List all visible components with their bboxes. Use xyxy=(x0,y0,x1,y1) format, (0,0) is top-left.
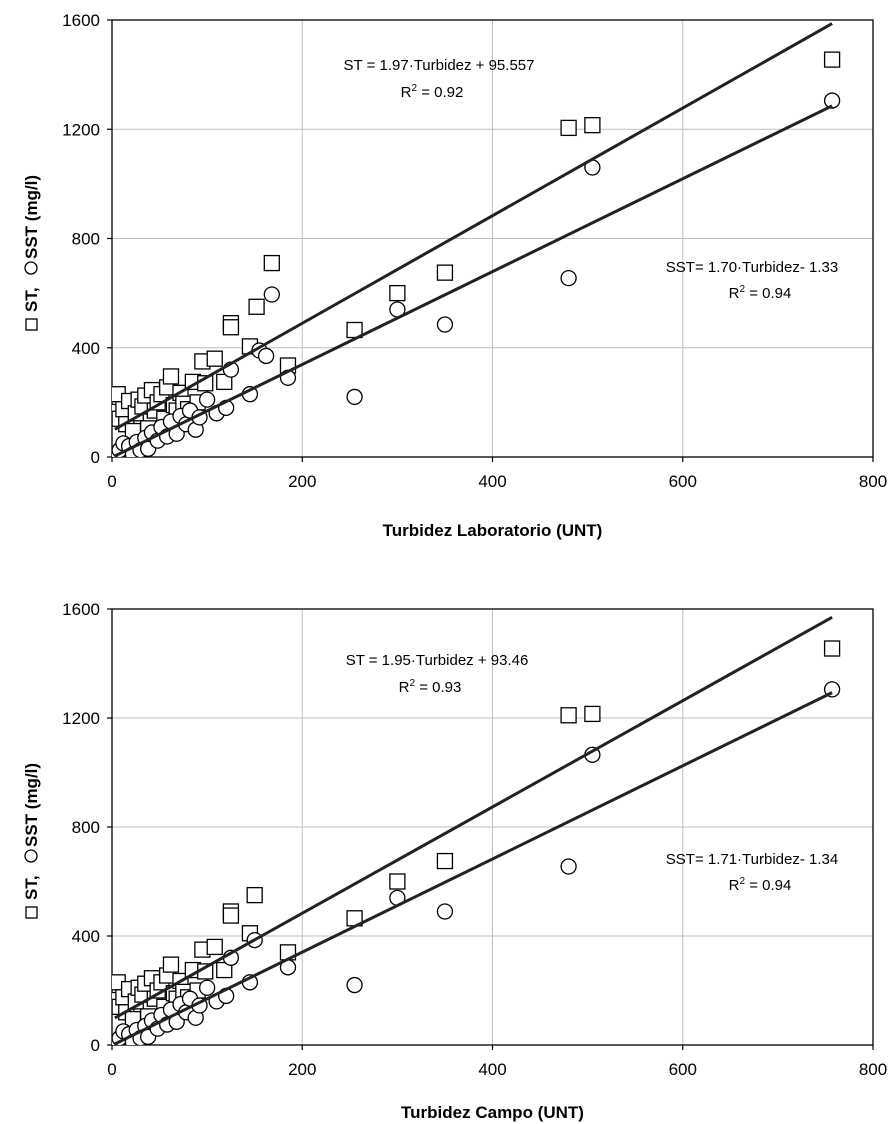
st-point xyxy=(216,373,233,391)
y-axis-label-sst: SST (mg/l) xyxy=(22,175,41,259)
circle-marker-icon xyxy=(24,849,38,863)
sst-point xyxy=(257,347,275,365)
square-marker-icon xyxy=(25,318,38,331)
x-tick-label: 400 xyxy=(478,1060,506,1079)
st-point xyxy=(389,873,406,890)
y-axis-label-st: ST, xyxy=(22,287,41,312)
st-point xyxy=(584,705,601,723)
x-tick-label: 400 xyxy=(478,472,506,491)
st-point xyxy=(216,961,233,979)
x-tick-label: 0 xyxy=(107,1060,116,1079)
st-point xyxy=(222,907,240,924)
st-point xyxy=(246,886,263,904)
sst-point xyxy=(198,979,216,996)
st-point xyxy=(436,852,454,870)
sst-point xyxy=(346,976,363,994)
x-tick-label: 600 xyxy=(669,472,697,491)
square-marker-icon xyxy=(25,906,38,919)
x-tick-label: 200 xyxy=(288,472,316,491)
st-point xyxy=(206,938,223,956)
sst-r-squared: R2 = 0.94 xyxy=(729,284,792,302)
st-point xyxy=(823,51,841,68)
sst-equation: SST= 1.70·Turbidez- 1.33 xyxy=(666,259,838,276)
x-tick-label: 200 xyxy=(288,1060,316,1079)
sst-point xyxy=(560,858,577,875)
x-tick-label: 800 xyxy=(859,472,887,491)
y-tick-label: 400 xyxy=(72,927,100,946)
st-point xyxy=(162,956,180,973)
chart-campo: 0 200 400 600 800 0 400 800 1200 1600 Turbidez Cam… xyxy=(22,600,887,1122)
st-point xyxy=(222,319,240,336)
sst-trendline xyxy=(114,691,833,1045)
st-point xyxy=(436,264,454,281)
st-point xyxy=(162,368,180,385)
st-point xyxy=(584,117,601,134)
sst-point xyxy=(560,269,577,287)
x-axis-label: Turbidez Campo (UNT) xyxy=(401,1103,584,1122)
sst-trendline xyxy=(114,104,833,457)
st-point xyxy=(263,254,280,272)
y-tick-label: 400 xyxy=(72,339,100,358)
y-axis-label: ST, SST (mg/l) xyxy=(22,175,41,331)
y-tick-label: 1200 xyxy=(62,709,100,728)
chart-laboratorio: 0 200 400 600 800 0 400 800 1200 1600 Turbidez Lab… xyxy=(22,11,887,540)
st-equation: ST = 1.97·Turbidez + 95.557 xyxy=(344,57,535,74)
y-tick-label: 1600 xyxy=(62,600,100,619)
sst-r-squared: R2 = 0.94 xyxy=(729,876,792,894)
x-tick-label: 0 xyxy=(107,472,116,491)
st-point xyxy=(560,707,577,724)
st-trendline xyxy=(114,615,833,1020)
y-axis-label-sst: SST (mg/l) xyxy=(22,763,41,847)
y-tick-label: 0 xyxy=(91,448,100,467)
y-tick-label: 1600 xyxy=(62,11,100,30)
st-point xyxy=(206,350,223,367)
st-point xyxy=(248,298,265,315)
y-tick-label: 800 xyxy=(72,818,100,837)
sst-point xyxy=(198,391,216,408)
sst-equation: SST= 1.71·Turbidez- 1.34 xyxy=(666,851,838,868)
y-axis-label: ST, SST (mg/l) xyxy=(22,763,41,919)
circle-marker-icon xyxy=(24,261,38,275)
st-point xyxy=(560,119,577,137)
y-tick-label: 0 xyxy=(91,1036,100,1055)
y-tick-label: 800 xyxy=(72,230,100,249)
sst-point xyxy=(823,92,841,109)
st-r-squared: R2 = 0.92 xyxy=(401,83,464,101)
sst-point xyxy=(263,286,280,303)
st-equation: ST = 1.95·Turbidez + 93.46 xyxy=(346,652,529,669)
sst-point xyxy=(346,388,363,406)
x-axis-label: Turbidez Laboratorio (UNT) xyxy=(383,521,603,540)
sst-point xyxy=(436,316,454,333)
sst-point xyxy=(436,903,454,920)
x-tick-label: 600 xyxy=(669,1060,697,1079)
st-point xyxy=(823,640,841,657)
st-r-squared: R2 = 0.93 xyxy=(399,678,462,696)
y-tick-label: 1200 xyxy=(62,120,100,139)
x-tick-label: 800 xyxy=(859,1060,887,1079)
y-axis-label-st: ST, xyxy=(22,875,41,900)
st-point xyxy=(389,284,406,302)
st-trendline xyxy=(114,22,833,431)
